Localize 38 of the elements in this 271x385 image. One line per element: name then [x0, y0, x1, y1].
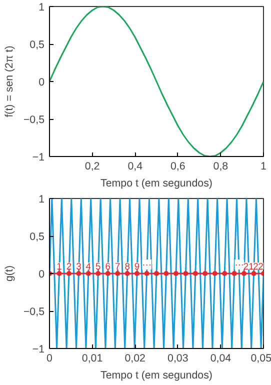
- y-axis-title: f(t) = sen (2π t): [3, 46, 16, 118]
- x-tick-label: 0,4: [128, 160, 143, 172]
- x-tick-label: 0,8: [213, 160, 228, 172]
- x-tick-label: 0,01: [82, 352, 103, 364]
- y-tick-label: −1: [32, 152, 45, 164]
- x-tick-label: 0,04: [210, 352, 232, 364]
- x-tick-label: 0,2: [84, 160, 100, 172]
- y-tick-label: −1: [32, 344, 45, 356]
- y-tick-label: 1: [38, 2, 45, 14]
- x-tick-label: 0,6: [170, 160, 186, 172]
- y-tick-label: 1: [38, 194, 45, 206]
- x-axis-title: Tempo t (em segundos): [100, 370, 212, 382]
- annotation: 8: [124, 262, 130, 272]
- y-tick-label: 0,5: [30, 231, 45, 243]
- annotation: 4: [86, 262, 92, 272]
- x-tick-label: 0,03: [168, 352, 188, 364]
- x-tick-label: 1: [260, 160, 267, 172]
- x-tick-label: 0: [46, 352, 53, 364]
- annotation: 22: [253, 262, 264, 272]
- annotation: 3: [76, 262, 82, 272]
- y-tick-label: 0,5: [30, 39, 45, 51]
- x-tick-label: 0,02: [124, 352, 146, 364]
- annotation: 6: [105, 262, 110, 272]
- annotation: 5: [96, 262, 101, 272]
- y-tick-label: −0,5: [23, 306, 45, 318]
- annotation: 2: [66, 262, 72, 272]
- x-axis-title: Tempo t (em segundos): [100, 178, 212, 190]
- y-axis-title: g(t): [3, 266, 16, 282]
- annotation: ···: [142, 260, 152, 270]
- annotation: 1: [56, 262, 62, 272]
- annotation: 9: [134, 262, 140, 272]
- annotation: ···: [234, 260, 244, 270]
- y-tick-label: −0,5: [23, 114, 45, 126]
- y-tick-label: 0: [38, 76, 45, 88]
- y-tick-label: 0: [38, 268, 45, 280]
- annotation: 7: [115, 262, 120, 272]
- annotation: 21: [243, 262, 254, 272]
- x-tick-label: 0,05: [250, 352, 271, 364]
